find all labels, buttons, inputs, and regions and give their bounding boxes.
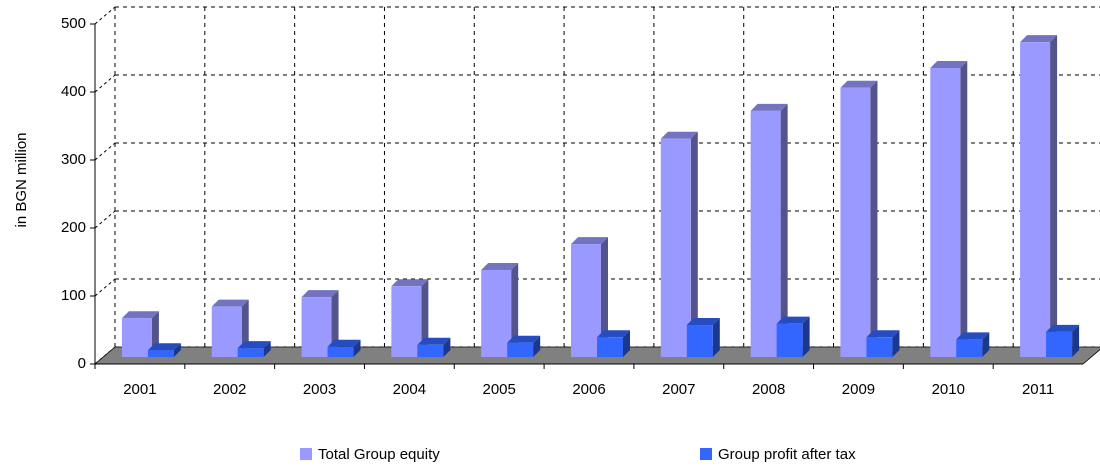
bar-side [623, 330, 630, 357]
x-tick-label: 2007 [662, 381, 695, 398]
bar-side [712, 318, 720, 357]
bar-top [417, 337, 451, 345]
x-tick-label: 2011 [1022, 381, 1054, 398]
bar [776, 323, 803, 357]
bar [686, 325, 713, 357]
bar [121, 318, 152, 357]
bar-top [571, 237, 608, 245]
legend-swatch [300, 448, 312, 460]
x-tick-label: 2003 [303, 381, 336, 398]
bar-side [802, 316, 810, 357]
bar-top [237, 341, 271, 349]
bar-top [1020, 35, 1058, 43]
x-tick-label: 2001 [123, 381, 156, 398]
bar [301, 297, 332, 357]
bar-side [533, 335, 541, 357]
bar-top [956, 332, 990, 340]
bar [956, 339, 983, 357]
bar [750, 110, 781, 357]
bar-side [443, 337, 451, 357]
bar [417, 344, 444, 357]
bar-top [686, 318, 720, 326]
x-tick-label: 2002 [213, 381, 246, 398]
bar-top [660, 131, 698, 139]
legend-label: Total Group equity [318, 446, 440, 463]
bar [1046, 331, 1073, 357]
x-tick-label: 2010 [932, 381, 965, 398]
x-tick-label: 2005 [482, 381, 515, 398]
bar-top [776, 316, 810, 324]
bar-top [840, 80, 878, 88]
bar [211, 306, 242, 357]
bar [660, 138, 691, 357]
x-tick-label: 2008 [752, 381, 785, 398]
bar [147, 350, 174, 357]
y-tick-label: 300 [61, 151, 86, 168]
bar-top [327, 339, 361, 347]
legend-swatch [700, 448, 712, 460]
bar-top [121, 311, 159, 319]
grid-line-side [94, 6, 116, 25]
bar-side [173, 343, 181, 357]
bar-top [1046, 324, 1080, 332]
bar-top [597, 330, 630, 338]
bar-side [982, 332, 990, 357]
legend-label: Group profit after tax [718, 446, 856, 463]
bar-side [960, 61, 968, 357]
bar-side [870, 80, 878, 357]
bar-side [780, 103, 788, 357]
bar-side [1072, 324, 1080, 357]
y-tick-label: 100 [61, 287, 86, 304]
grid-line-side [94, 142, 116, 161]
x-tick-label: 2009 [842, 381, 875, 398]
bar-top [507, 335, 541, 343]
bar-top [481, 262, 519, 270]
bar [1020, 42, 1051, 357]
bar-side [421, 279, 429, 357]
bar [840, 87, 871, 357]
y-tick-label: 200 [61, 219, 86, 236]
y-tick-label: 0 [78, 355, 86, 372]
bar [930, 68, 961, 357]
x-tick-label: 2006 [572, 381, 605, 398]
grid-line-side [94, 278, 116, 297]
y-tick-label: 500 [61, 15, 86, 32]
bar-top [391, 279, 429, 287]
bar [597, 337, 623, 357]
bar-side [511, 262, 519, 357]
bar [481, 269, 512, 357]
x-tick-label: 2004 [393, 381, 426, 398]
bar-top [866, 330, 900, 338]
bar-side [690, 131, 698, 357]
bar [391, 286, 422, 357]
bar-top [301, 290, 339, 298]
grid-line-side [94, 74, 116, 93]
bar-side [601, 237, 608, 357]
bar [237, 348, 264, 357]
y-axis-label: in BGN million [13, 132, 30, 227]
bar-side [892, 330, 900, 357]
bar [327, 346, 354, 357]
bar [866, 337, 893, 357]
bar-side [1050, 35, 1058, 357]
bar-side [263, 341, 271, 357]
bar-top [930, 61, 968, 68]
bar-top [211, 299, 249, 307]
grid-line-side [94, 210, 116, 229]
bar [507, 342, 534, 357]
bar-top [147, 343, 181, 351]
bar-side [353, 339, 361, 357]
bar [571, 244, 601, 357]
bar-top [750, 103, 788, 111]
y-tick-label: 400 [61, 83, 86, 100]
